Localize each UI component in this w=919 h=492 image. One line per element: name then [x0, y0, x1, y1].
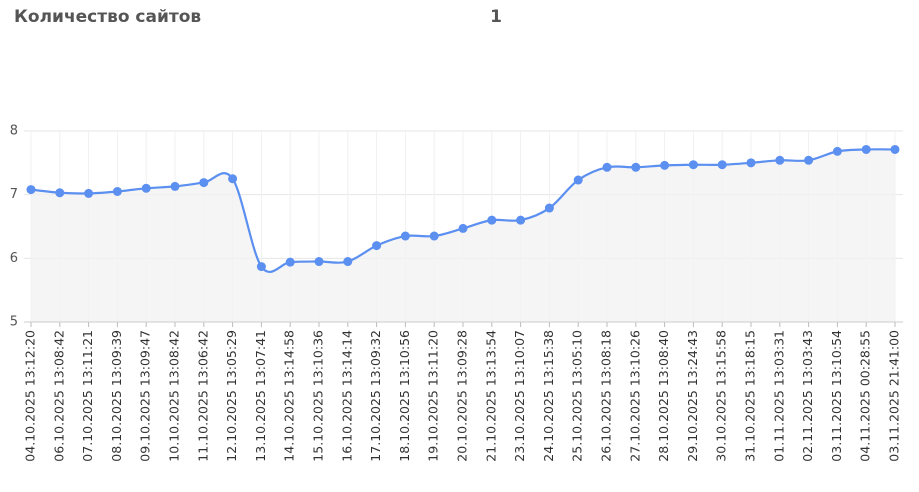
point: [343, 257, 353, 267]
point: [84, 188, 94, 198]
point: [429, 231, 439, 241]
x-tick-label: 24.10.2025 13:15:38: [541, 330, 556, 462]
point: [285, 257, 295, 267]
point: [199, 178, 209, 188]
x-tick-label: 10.10.2025 13:08:42: [167, 330, 182, 462]
x-tick-label: 26.10.2025 13:08:18: [599, 330, 614, 462]
x-tick-label: 07.10.2025 13:11:21: [80, 330, 95, 462]
point: [228, 174, 238, 184]
x-tick-label: 09.10.2025 13:09:47: [138, 330, 153, 462]
point: [372, 241, 382, 251]
x-tick-label: 13.10.2025 13:07:41: [253, 330, 268, 462]
point: [775, 155, 785, 165]
point: [861, 144, 871, 154]
x-tick-label: 04.10.2025 13:12:20: [23, 330, 38, 462]
x-tick-label: 15.10.2025 13:10:36: [311, 330, 326, 462]
y-tick-label: 5: [10, 315, 18, 330]
x-tick-label: 29.10.2025 13:24:43: [685, 330, 700, 462]
point: [314, 257, 324, 267]
point: [746, 158, 756, 168]
y-tick-label: 6: [10, 251, 18, 266]
point: [804, 155, 814, 165]
point: [890, 144, 900, 154]
point: [832, 146, 842, 156]
x-tick-label: 06.10.2025 13:08:42: [51, 330, 66, 462]
x-tick-label: 25.10.2025 13:05:10: [570, 330, 585, 462]
x-tick-label: 18.10.2025 13:10:56: [397, 330, 412, 462]
x-tick-label: 31.10.2025 13:18:15: [743, 330, 758, 462]
x-tick-label: 03.11.2025 21:41:00: [887, 330, 902, 462]
point: [631, 162, 641, 172]
x-tick-label: 01.11.2025 13:03:31: [771, 330, 786, 462]
x-tick-label: 12.10.2025 13:05:29: [224, 330, 239, 462]
point: [688, 160, 698, 170]
x-tick-label: 28.10.2025 13:08:40: [656, 330, 671, 462]
x-tick-label: 16.10.2025 13:14:14: [339, 330, 354, 462]
point: [717, 160, 727, 170]
point: [400, 231, 410, 241]
x-tick-label: 21.10.2025 13:13:54: [483, 330, 498, 462]
x-tick-label: 23.10.2025 13:10:07: [512, 330, 527, 462]
point: [141, 183, 151, 193]
point: [602, 162, 612, 172]
x-tick-label: 14.10.2025 13:14:58: [282, 330, 297, 462]
point: [256, 262, 266, 272]
point: [544, 203, 554, 213]
x-tick-label: 19.10.2025 13:11:20: [426, 330, 441, 462]
point: [516, 215, 526, 225]
x-tick-label: 20.10.2025 13:09:28: [455, 330, 470, 462]
area: [31, 149, 895, 322]
x-tick-label: 17.10.2025 13:09:32: [368, 330, 383, 462]
x-tick-label: 04.11.2025 00:28:55: [858, 330, 873, 462]
x-tick-label: 02.11.2025 13:03:43: [800, 330, 815, 462]
point: [170, 181, 180, 191]
point: [458, 223, 468, 233]
y-tick-label: 8: [10, 124, 18, 139]
x-tick-label: 30.10.2025 13:15:58: [714, 330, 729, 462]
point: [112, 186, 122, 196]
point: [55, 188, 65, 198]
point: [660, 160, 670, 170]
point: [26, 185, 36, 195]
x-tick-label: 11.10.2025 13:06:42: [195, 330, 210, 462]
x-tick-label: 27.10.2025 13:10:26: [627, 330, 642, 462]
point: [487, 215, 497, 225]
point: [573, 175, 583, 185]
site-count: 1: [490, 7, 502, 27]
y-tick-label: 7: [10, 187, 18, 202]
x-tick-label: 08.10.2025 13:09:39: [109, 330, 124, 462]
x-tick-label: 03.11.2025 13:10:54: [829, 330, 844, 462]
page-title: Количество сайтов: [14, 7, 201, 27]
